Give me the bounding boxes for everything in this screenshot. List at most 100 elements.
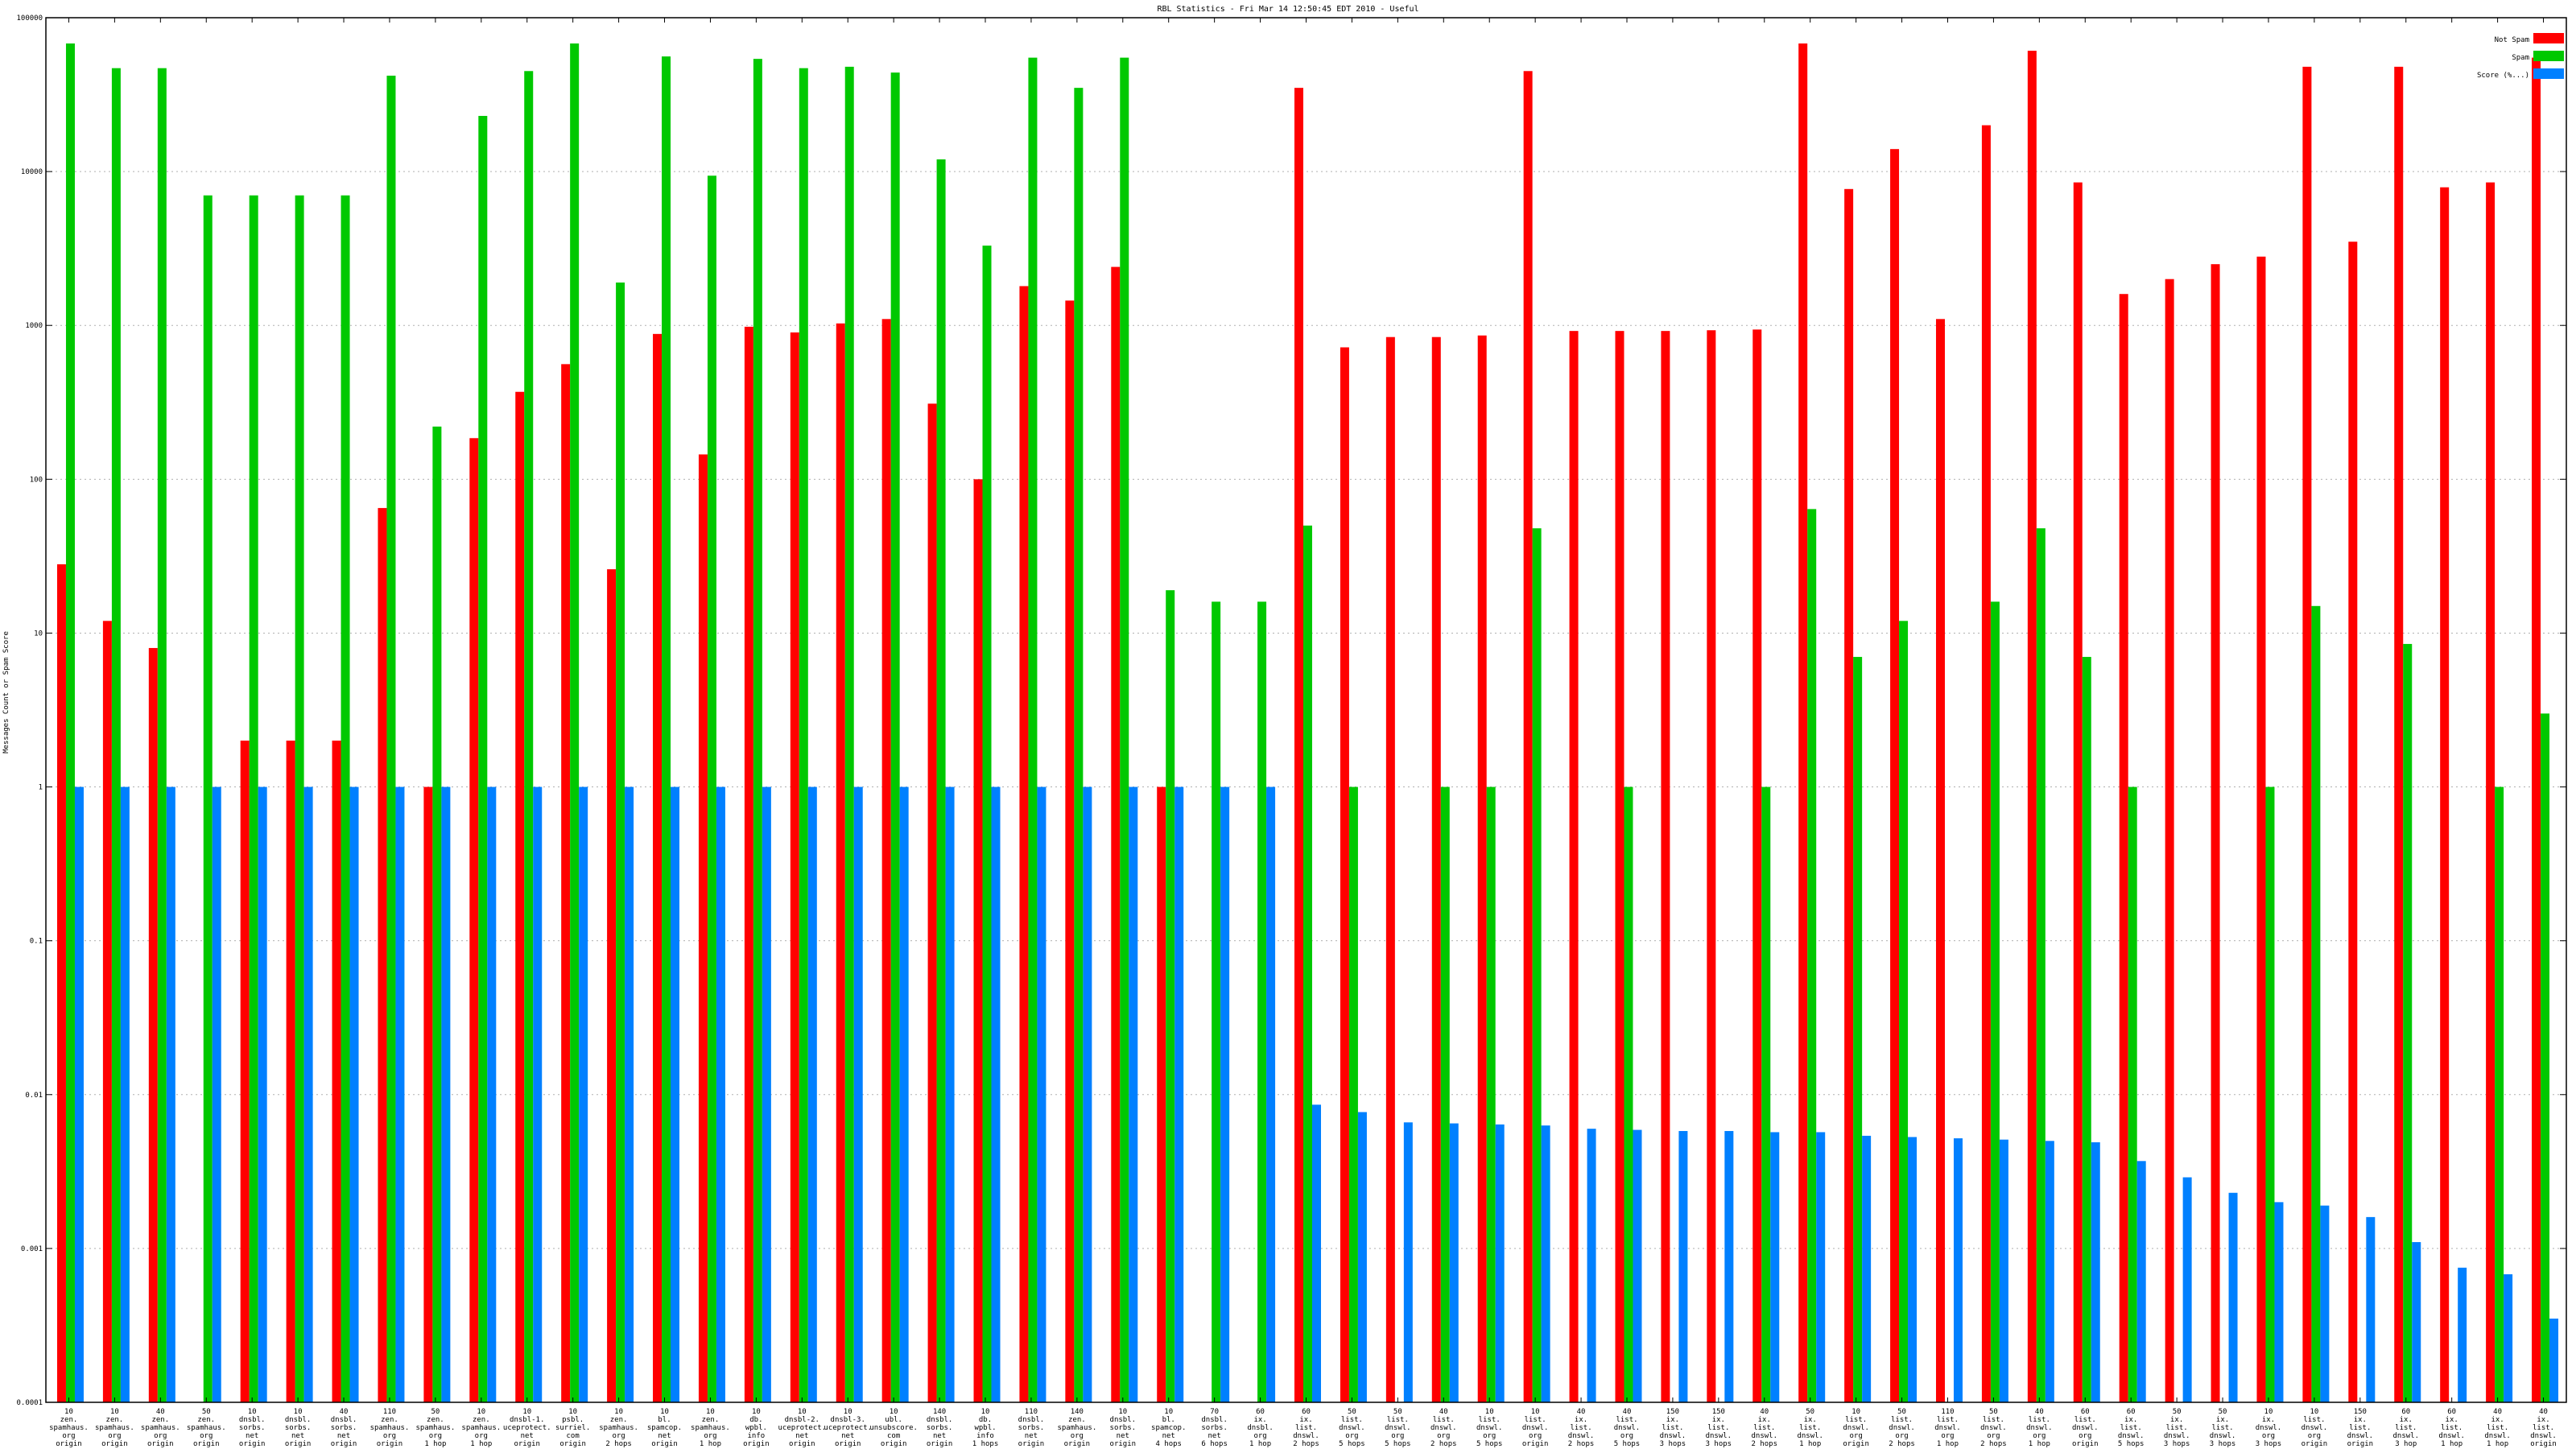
x-tick-label: 10 bl. spamcop. net 4 hops <box>1151 1408 1186 1448</box>
bar-layer <box>56 43 2559 1403</box>
chart-title: RBL Statistics - Fri Mar 14 12:50:45 EDT… <box>1157 5 1418 14</box>
not-spam-bar <box>1065 300 1075 1402</box>
score-bar <box>1908 1137 1918 1402</box>
y-tick-label: 10000 <box>21 168 43 176</box>
not-spam-bar <box>1385 336 1395 1402</box>
not-spam-bar <box>332 741 341 1402</box>
not-spam-bar <box>148 647 158 1402</box>
score-bar <box>1220 786 1230 1402</box>
spam-bar <box>936 159 946 1402</box>
score-bar <box>1587 1129 1596 1402</box>
legend-swatch <box>2533 68 2564 79</box>
not-spam-bar <box>1981 125 1991 1402</box>
score-bar <box>1403 1122 1413 1402</box>
score-bar <box>166 786 175 1402</box>
spam-bar <box>799 68 808 1402</box>
not-spam-bar <box>973 479 983 1403</box>
x-tick-label: 60 list. dnswl. org origin <box>2072 1408 2099 1448</box>
spam-bar <box>1166 590 1175 1402</box>
x-tick-label: 10 dnsbl. sorbs. net origin <box>1110 1408 1137 1448</box>
y-tick-label: 1000 <box>25 322 43 330</box>
score-bar <box>1724 1130 1734 1402</box>
x-tick-label: 50 ix. list. dnswl. 3 hops <box>2164 1408 2190 1448</box>
x-tick-label: 40 ix. list. dnswl. 2 hops <box>1752 1408 1778 1448</box>
spam-bar <box>1212 601 1221 1402</box>
spam-bar <box>386 76 396 1403</box>
y-tick-label: 100 <box>30 476 43 484</box>
x-tick-label: 50 list. dnswl. org 5 hops <box>1385 1408 1411 1448</box>
spam-bar <box>570 43 580 1403</box>
y-axis-label: Messages Count or Spam Score <box>2 631 10 753</box>
legend-label: Score (%...) <box>2477 72 2529 80</box>
not-spam-bar <box>2165 279 2174 1403</box>
legend-swatch <box>2533 51 2564 61</box>
spam-bar <box>295 195 304 1402</box>
x-tick-label: 10 list. dnswl. org origin <box>1843 1408 1869 1448</box>
legend-label: Spam <box>2512 54 2529 62</box>
not-spam-bar <box>1844 188 1854 1403</box>
not-spam-bar <box>1523 71 1533 1403</box>
not-spam-bar <box>423 786 433 1402</box>
score-bar <box>1174 786 1184 1402</box>
spam-bar <box>616 282 625 1402</box>
spam-bar <box>662 56 671 1403</box>
not-spam-bar <box>469 438 479 1402</box>
spam-bar <box>2541 713 2550 1402</box>
spam-bar <box>2265 786 2275 1402</box>
not-spam-bar <box>1340 347 1349 1403</box>
not-spam-bar <box>836 323 845 1402</box>
not-spam-bar <box>2256 256 2266 1402</box>
spam-bar <box>2082 657 2091 1402</box>
score-bar <box>1999 1139 2008 1402</box>
not-spam-bar <box>102 621 112 1402</box>
not-spam-bar <box>2440 187 2450 1403</box>
x-tick-label: 10 ubl. unsubscore. com origin <box>869 1408 918 1448</box>
x-tick-label: 50 ix. list. dnswl. 3 hops <box>2210 1408 2236 1448</box>
x-tick-label: 150 ix. list. dnswl. 3 hops <box>1706 1408 1732 1448</box>
spam-bar <box>1257 601 1267 1402</box>
spam-bar <box>982 246 992 1403</box>
not-spam-bar <box>1661 331 1670 1402</box>
score-bar <box>1129 786 1138 1402</box>
score-bar <box>945 786 955 1402</box>
score-bar <box>2228 1192 2238 1402</box>
x-tick-label: 50 ix. list. dnswl. 1 hop <box>1797 1408 1823 1448</box>
y-tick-label: 0.1 <box>30 938 43 946</box>
score-bar <box>762 786 771 1402</box>
score-bar <box>671 786 680 1402</box>
spam-bar <box>1807 509 1817 1402</box>
score-bar <box>2320 1205 2330 1402</box>
x-tick-label: 140 dnsbl. sorbs. net origin <box>927 1408 953 1448</box>
not-spam-bar <box>2302 66 2312 1403</box>
not-spam-bar <box>607 569 617 1402</box>
spam-bar <box>1440 786 1450 1402</box>
x-tick-label: 10 dnsbl-2. uceprotect. net origin <box>778 1408 826 1448</box>
y-tick-label: 0.001 <box>21 1245 43 1253</box>
score-bar <box>441 786 451 1402</box>
spam-bar <box>2403 643 2413 1402</box>
score-bar <box>395 786 405 1402</box>
x-tick-label: 150 ix. list. dnswl. origin <box>2347 1408 2374 1448</box>
spam-bar <box>1990 601 2000 1402</box>
spam-bar <box>432 426 442 1402</box>
not-spam-bar <box>2394 66 2404 1403</box>
not-spam-bar <box>927 403 937 1402</box>
spam-bar <box>2128 786 2137 1402</box>
score-bar <box>303 786 313 1402</box>
score-bar <box>2412 1241 2421 1402</box>
score-bar <box>1266 786 1276 1402</box>
x-tick-label: 110 list. dnswl. org 1 hop <box>1934 1408 1961 1448</box>
x-tick-label: 40 list. dnswl. org 5 hops <box>1614 1408 1641 1448</box>
score-bar <box>2136 1161 2146 1402</box>
spam-bar <box>478 115 488 1402</box>
spam-bar <box>844 66 854 1403</box>
x-tick-label: 40 list. dnswl. org 2 hops <box>1430 1408 1457 1448</box>
score-bar <box>716 786 725 1402</box>
score-bar <box>899 786 909 1402</box>
x-tick-label: 10 ix. dnswl. org 3 hops <box>2256 1408 2282 1448</box>
spam-bar <box>1348 786 1358 1402</box>
x-tick-label: 60 ix. list. dnswl. 1 hop <box>2438 1408 2465 1448</box>
score-bar <box>2182 1177 2192 1402</box>
spam-bar <box>2311 605 2321 1402</box>
